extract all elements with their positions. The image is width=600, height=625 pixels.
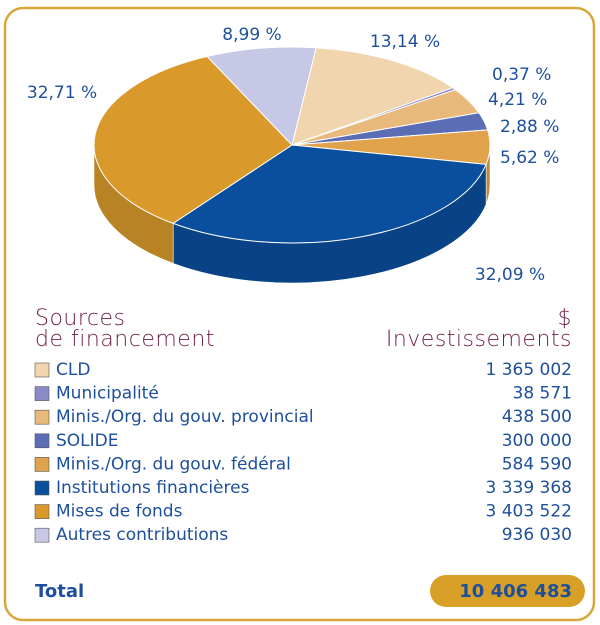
data-label: 5,62 % [500, 148, 559, 168]
left-header: Sources [35, 306, 126, 331]
amount: 300 000 [502, 431, 572, 451]
pie [93, 46, 491, 284]
slice [291, 47, 454, 146]
data-label: 8,99 % [222, 25, 281, 45]
total-value: 10 406 483 [459, 581, 572, 602]
legend-label: SOLIDE [56, 431, 119, 451]
data-label: 4,21 % [488, 90, 547, 110]
right-header: Investissements [386, 327, 572, 352]
right-header: $ [558, 306, 573, 331]
amount: 1 365 002 [485, 360, 572, 380]
slice [172, 144, 487, 244]
amount: 584 590 [502, 454, 572, 474]
data-label: 0,37 % [492, 65, 551, 85]
legend-label: Institutions financières [56, 478, 250, 498]
legend-swatch [34, 362, 50, 378]
legend-swatch [34, 527, 50, 543]
total-label: Total [35, 581, 84, 602]
amount: 38 571 [513, 384, 572, 404]
amount: 438 500 [502, 407, 572, 427]
legend-swatch [34, 433, 50, 449]
left-header: de financement [35, 327, 215, 352]
legend-swatch [34, 386, 50, 401]
legend-label: CLD [56, 360, 90, 380]
data-label: 32,71 % [27, 83, 97, 103]
data-label: 2,88 % [500, 117, 559, 137]
data-label: 32,09 % [475, 265, 545, 285]
legend-swatch [34, 480, 50, 496]
legend-swatch [34, 457, 50, 472]
legend-label: Municipalité [56, 384, 159, 404]
legend-swatch [34, 504, 50, 519]
slice [206, 46, 317, 147]
legend-label: Autres contributions [56, 525, 228, 545]
total-pill [430, 575, 585, 607]
legend-swatch [34, 409, 50, 425]
amount: 936 030 [502, 525, 572, 545]
data-label: 13,14 % [370, 32, 440, 52]
legend-label: Minis./Org. du gouv. fédéral [56, 454, 291, 474]
legend-label: Mises de fonds [56, 502, 183, 522]
amount: 3 339 368 [485, 478, 572, 498]
amount: 3 403 522 [485, 502, 572, 522]
legend-label: Minis./Org. du gouv. provincial [56, 407, 314, 427]
slice [93, 55, 293, 224]
